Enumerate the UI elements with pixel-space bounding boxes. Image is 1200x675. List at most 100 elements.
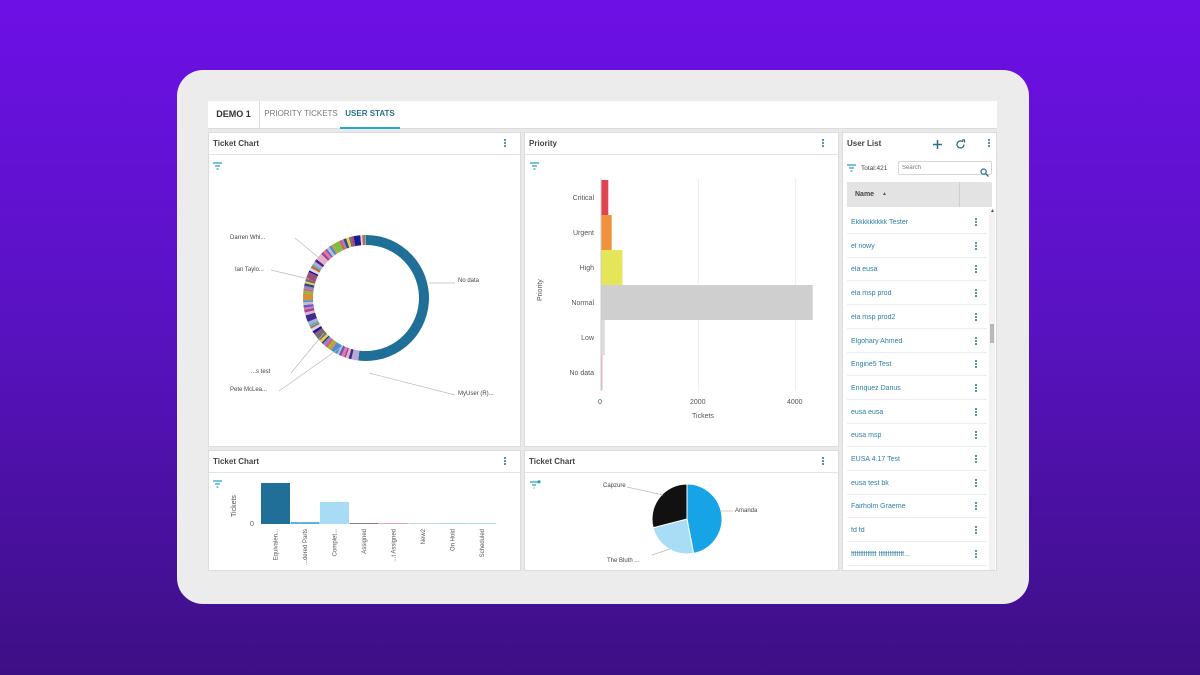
- user-name-link[interactable]: eusa test bk: [851, 479, 889, 487]
- more-options-icon[interactable]: [820, 456, 826, 468]
- user-list-panel: User List Total:421 Name ▲ Ekkkkkkkkk Te…: [842, 132, 997, 571]
- donut-slice: [303, 301, 314, 306]
- user-row[interactable]: Ekkkkkkkkk Tester: [847, 211, 987, 234]
- user-row[interactable]: eusa test bk: [847, 472, 987, 495]
- donut-slice: [332, 241, 344, 253]
- row-options-icon[interactable]: [973, 336, 979, 348]
- user-name-link[interactable]: ffffffffffffff ffffffffffffff...: [851, 550, 910, 558]
- filter-icon[interactable]: [213, 480, 222, 488]
- row-options-icon[interactable]: [973, 454, 979, 466]
- user-row[interactable]: ffffffffffffff ffffffffffffff...: [847, 543, 987, 566]
- row-options-icon[interactable]: [973, 217, 979, 229]
- user-name-link[interactable]: eusa eusa: [851, 408, 884, 416]
- sort-asc-icon[interactable]: ▲: [882, 191, 887, 197]
- name-column-header[interactable]: Name: [855, 191, 875, 198]
- user-row[interactable]: fd fd: [847, 519, 987, 543]
- more-options-icon[interactable]: [502, 138, 508, 150]
- ticket-chart-pie-panel: Ticket Chart Capzure Amanda The Bluth ..…: [524, 450, 839, 571]
- user-row[interactable]: Engine5 Test: [847, 353, 987, 377]
- status-bar: [290, 522, 320, 524]
- donut-slice: [303, 299, 314, 303]
- user-row[interactable]: ela msp prod: [847, 282, 987, 306]
- donut-slice: [319, 333, 329, 343]
- tab-user-stats[interactable]: USER STATS: [340, 101, 400, 129]
- row-options-icon[interactable]: [973, 430, 979, 442]
- user-name-link[interactable]: Engine5 Test: [851, 361, 892, 369]
- scroll-up-arrow[interactable]: ▲: [990, 208, 995, 214]
- user-row[interactable]: EUSA 4.17 Test: [847, 448, 987, 471]
- donut-chart: [270, 235, 456, 396]
- tab-priority-tickets[interactable]: PRIORITY TICKETS: [264, 109, 338, 118]
- donut-slice: [322, 336, 332, 346]
- pie-label: The Bluth ...: [607, 558, 640, 564]
- row-options-icon[interactable]: [973, 525, 979, 537]
- user-row[interactable]: eusa eusa: [847, 401, 987, 424]
- tab-demo-1[interactable]: DEMO 1: [208, 101, 260, 129]
- donut-slice: [304, 307, 315, 313]
- row-options-icon[interactable]: [973, 359, 979, 371]
- filter-icon[interactable]: [213, 162, 222, 170]
- donut-label: MyUser (R)...: [458, 391, 494, 397]
- add-user-icon[interactable]: [932, 137, 943, 149]
- donut-slice: [303, 293, 314, 301]
- user-row[interactable]: el nowy: [847, 235, 987, 258]
- more-options-icon[interactable]: [986, 138, 992, 150]
- user-name-link[interactable]: Elgohary Ahmed: [851, 337, 903, 345]
- row-options-icon[interactable]: [973, 241, 979, 253]
- user-row[interactable]: Enriquez Darius: [847, 377, 987, 400]
- dashboard-screen: DEMO 1 PRIORITY TICKETS USER STATS Ticke…: [208, 101, 997, 571]
- user-name-link[interactable]: fd fd: [851, 527, 865, 535]
- search-icon[interactable]: [980, 164, 989, 177]
- row-options-icon[interactable]: [973, 478, 979, 490]
- donut-slice: [345, 348, 352, 359]
- filter-icon[interactable]: [530, 162, 539, 170]
- scrollbar[interactable]: ▲: [989, 208, 995, 570]
- user-row[interactable]: eusa msp: [847, 424, 987, 448]
- filter-icon[interactable]: [847, 164, 856, 172]
- filter-icon[interactable]: [530, 480, 541, 489]
- donut-slice: [311, 323, 321, 332]
- donut-slice: [324, 338, 334, 348]
- row-options-icon[interactable]: [973, 549, 979, 561]
- donut-slice: [346, 237, 352, 248]
- user-row[interactable]: ela msp prod2: [847, 306, 987, 329]
- x-tick-label: 0: [598, 399, 602, 406]
- refresh-icon[interactable]: [955, 137, 966, 149]
- user-name-link[interactable]: Fairholm Graeme: [851, 503, 906, 511]
- user-row[interactable]: Fairholm Graeme: [847, 495, 987, 519]
- row-options-icon[interactable]: [973, 288, 979, 300]
- donut-slice: [365, 235, 366, 246]
- donut-slice: [309, 267, 320, 275]
- user-name-link[interactable]: ela eusa: [851, 266, 878, 274]
- donut-slice: [341, 346, 348, 358]
- row-options-icon[interactable]: [973, 383, 979, 395]
- user-name-link[interactable]: eusa msp: [851, 432, 882, 440]
- x-axis-label: Tickets: [692, 413, 714, 420]
- search-input[interactable]: [902, 163, 978, 173]
- more-options-icon[interactable]: [502, 456, 508, 468]
- row-options-icon[interactable]: [973, 312, 979, 324]
- panel-header: Priority: [525, 133, 838, 155]
- pie-label: Amanda: [735, 508, 758, 514]
- user-name-link[interactable]: Ekkkkkkkkk Tester: [851, 219, 909, 226]
- donut-label: Ian Taylo...: [235, 267, 264, 273]
- y-axis-label: Tickets: [231, 495, 238, 517]
- row-options-icon[interactable]: [973, 407, 979, 419]
- status-bar: [467, 523, 497, 524]
- user-row[interactable]: ela eusa: [847, 258, 987, 282]
- row-options-icon[interactable]: [973, 501, 979, 513]
- panel-header: Ticket Chart: [209, 451, 520, 473]
- user-name-link[interactable]: ela msp prod: [851, 290, 892, 298]
- user-row[interactable]: Elgohary Ahmed: [847, 330, 987, 353]
- category-tick-label: Urgent: [573, 230, 594, 237]
- user-name-link[interactable]: Enriquez Darius: [851, 384, 901, 392]
- user-name-link[interactable]: ela msp prod2: [851, 313, 896, 321]
- user-name-link[interactable]: el nowy: [851, 242, 875, 250]
- label-leader-line: [270, 269, 310, 280]
- row-options-icon[interactable]: [973, 264, 979, 276]
- donut-label: No data: [458, 278, 480, 284]
- scrollbar-thumb[interactable]: [990, 324, 994, 343]
- user-name-link[interactable]: EUSA 4.17 Test: [851, 456, 900, 463]
- category-tick-label: Equivalen...: [274, 529, 280, 561]
- more-options-icon[interactable]: [820, 138, 826, 150]
